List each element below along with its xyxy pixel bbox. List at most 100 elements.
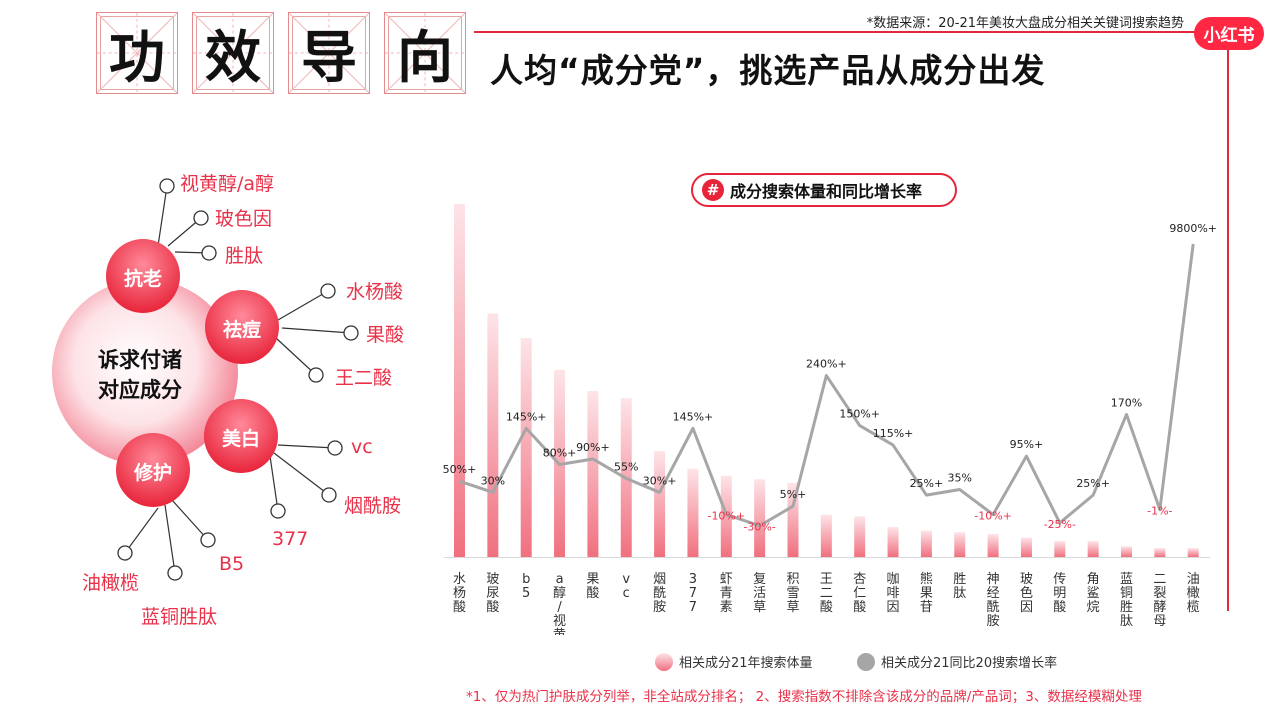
x-tick-label-18: 明 — [1053, 586, 1066, 601]
x-tick-label-21: 母 — [1153, 614, 1166, 629]
data-source: *数据来源：20-21年美妆大盘成分相关关键词搜索趋势 — [866, 16, 1184, 31]
chart-title-badge: # 成分搜索体量和同比增长率 — [691, 173, 957, 207]
side-rule — [1227, 31, 1229, 611]
legend-line-swatch — [857, 652, 875, 671]
x-tick-label-15: 肽 — [953, 586, 966, 601]
x-tick-label-3: / — [557, 600, 562, 615]
x-tick-label-21: 酵 — [1153, 600, 1166, 615]
growth-label-1: 30% — [481, 474, 505, 487]
group-label-acne: 祛痘 — [222, 319, 261, 341]
growth-label-0: 50%+ — [443, 463, 477, 476]
growth-label-19: 25%+ — [1076, 477, 1110, 490]
title-char: 向 — [397, 25, 453, 91]
x-tick-label-11: 酸 — [820, 600, 833, 615]
x-tick-label-10: 积 — [786, 572, 799, 587]
x-tick-label-11: 二 — [820, 586, 833, 601]
x-tick-label-19: 角 — [1087, 572, 1100, 587]
x-tick-label-3: 黄 — [553, 628, 566, 635]
bar-4 — [587, 391, 599, 557]
x-tick-label-9: 复 — [753, 572, 766, 587]
x-tick-label-13: 因 — [887, 600, 900, 615]
xiaohongshu-logo: 小红书 — [1194, 17, 1264, 50]
x-tick-label-5: c — [623, 586, 630, 601]
x-tick-label-16: 神 — [987, 572, 1000, 587]
legend-bar: 相关成分21年搜索体量 — [655, 652, 813, 671]
x-tick-label-12: 酸 — [853, 600, 866, 615]
x-tick-label-0: 水 — [453, 572, 466, 587]
bar-6 — [654, 451, 666, 557]
x-tick-label-22: 橄 — [1187, 586, 1200, 601]
x-tick-label-8: 素 — [720, 600, 733, 615]
x-tick-label-22: 榄 — [1187, 599, 1200, 615]
growth-label-11: 240%+ — [806, 358, 847, 371]
x-tick-label-12: 杏 — [853, 572, 866, 587]
footnote: *1、仅为热门护肤成分列举，非全站成分排名； 2、搜索指数不排除含该成分的品牌/… — [466, 689, 1142, 705]
ingredient-label: 玻色因 — [215, 208, 273, 230]
x-tick-label-8: 虾 — [720, 572, 733, 587]
center-label-line2: 对应成分 — [98, 378, 182, 402]
x-tick-label-20: 胜 — [1120, 600, 1133, 615]
x-tick-label-7: 7 — [689, 600, 697, 615]
x-tick-label-18: 酸 — [1053, 600, 1066, 615]
growth-line — [459, 243, 1195, 528]
bar-21 — [1154, 548, 1166, 557]
ingredient-label: 视黄醇/a醇 — [180, 173, 275, 195]
legend-line-label: 相关成分21同比20搜索增长率 — [881, 656, 1058, 671]
ingredient-chart: 50%+30%145%+80%+ 90%+55%30%+145%+-10%+-30… — [443, 204, 1217, 635]
x-tick-label-16: 经 — [987, 586, 1000, 601]
growth-label-16: -10%+ — [974, 510, 1012, 523]
group-label-repair: 修护 — [133, 462, 172, 484]
title-char: 效 — [205, 25, 261, 91]
growth-label-15: 35% — [948, 472, 972, 485]
x-tick-label-13: 啡 — [887, 586, 900, 601]
title-char-box-1: 功 — [96, 12, 178, 94]
x-tick-label-22: 油 — [1187, 572, 1200, 587]
x-tick-label-1: 尿 — [486, 586, 499, 601]
x-tick-label-16: 胺 — [987, 614, 1000, 629]
growth-label-12: 150%+ — [839, 408, 880, 421]
x-tick-label-2: 5 — [522, 586, 530, 601]
group-label-antiaging: 抗老 — [123, 268, 162, 290]
ingredient-label: 烟酰胺 — [344, 495, 402, 517]
header-rule — [474, 31, 1224, 33]
ingredient-label: B5 — [219, 553, 245, 575]
x-tick-label-17: 玻 — [1020, 572, 1033, 587]
x-tick-label-6: 酰 — [653, 586, 666, 601]
bar-14 — [920, 530, 932, 557]
growth-label-5: 55% — [614, 460, 638, 473]
bar-9 — [754, 479, 766, 557]
growth-label-7: 145%+ — [673, 410, 714, 423]
bar-11 — [820, 514, 832, 557]
center-label-line1: 诉求付诸 — [98, 348, 182, 372]
hash-icon: # — [702, 179, 724, 201]
bar-1 — [487, 313, 499, 557]
bubble-acne — [205, 290, 279, 364]
x-tick-label-0: 杨 — [453, 586, 466, 601]
bar-19 — [1087, 541, 1099, 557]
ingredient-label: 王二酸 — [335, 367, 393, 389]
x-tick-label-17: 色 — [1020, 585, 1033, 601]
growth-label-6: 30%+ — [643, 474, 677, 487]
x-tick-label-2: b — [522, 572, 530, 587]
group-label-whitening: 美白 — [221, 428, 260, 450]
ingredient-label: 水杨酸 — [346, 281, 404, 303]
ingredient-label: vc — [351, 436, 373, 458]
ingredient-label: 果酸 — [366, 324, 405, 346]
growth-label-13: 115%+ — [873, 427, 914, 440]
title-char-box-2: 效 — [192, 12, 274, 94]
bar-16 — [987, 534, 999, 557]
bubble-antiaging — [106, 239, 180, 313]
x-tick-label-9: 活 — [753, 586, 766, 601]
center-bubble — [52, 279, 238, 465]
bar-8 — [720, 475, 732, 557]
bar-2 — [520, 338, 532, 557]
x-tick-label-15: 胜 — [953, 572, 966, 587]
x-tick-label-18: 传 — [1053, 572, 1066, 587]
x-tick-label-6: 烟 — [653, 572, 666, 587]
x-tick-label-10: 草 — [786, 600, 799, 615]
bar-20 — [1121, 546, 1132, 557]
growth-label-21: -1%- — [1147, 505, 1172, 518]
x-tick-label-9: 草 — [753, 600, 766, 615]
x-tick-label-20: 肽 — [1120, 614, 1133, 629]
bar-22 — [1187, 548, 1199, 557]
